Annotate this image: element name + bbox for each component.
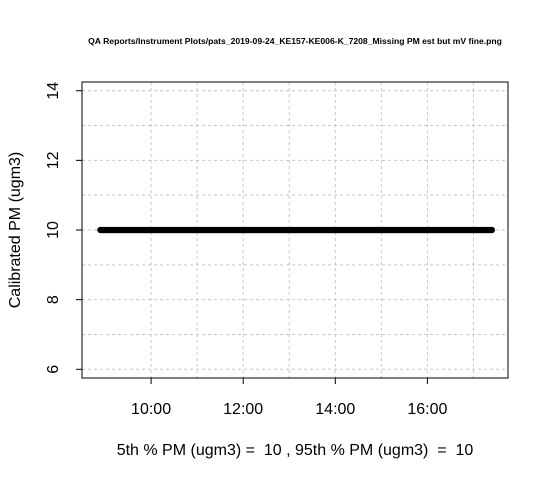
x-tick-label: 16:00 xyxy=(407,401,447,418)
y-tick-label: 6 xyxy=(45,365,62,374)
y-tick-label: 8 xyxy=(45,295,62,304)
y-tick-label: 10 xyxy=(45,221,62,239)
x-tick-label: 14:00 xyxy=(315,401,355,418)
data-points xyxy=(97,226,496,234)
x-tick-label: 10:00 xyxy=(131,401,171,418)
y-axis-label: Calibrated PM (ugm3) xyxy=(7,152,24,309)
y-axis: 6 8 10 12 14 xyxy=(45,82,83,374)
x-axis: 10:00 12:00 14:00 16:00 xyxy=(131,378,448,418)
x-tick-label: 12:00 xyxy=(223,401,263,418)
x-axis-label: 5th % PM (ugm3) = 10 , 95th % PM (ugm3) … xyxy=(117,442,474,459)
y-tick-label: 14 xyxy=(45,82,62,100)
y-tick-label: 12 xyxy=(45,151,62,169)
data-point xyxy=(488,226,496,234)
chart-title: QA Reports/Instrument Plots/pats_2019-09… xyxy=(88,36,502,46)
